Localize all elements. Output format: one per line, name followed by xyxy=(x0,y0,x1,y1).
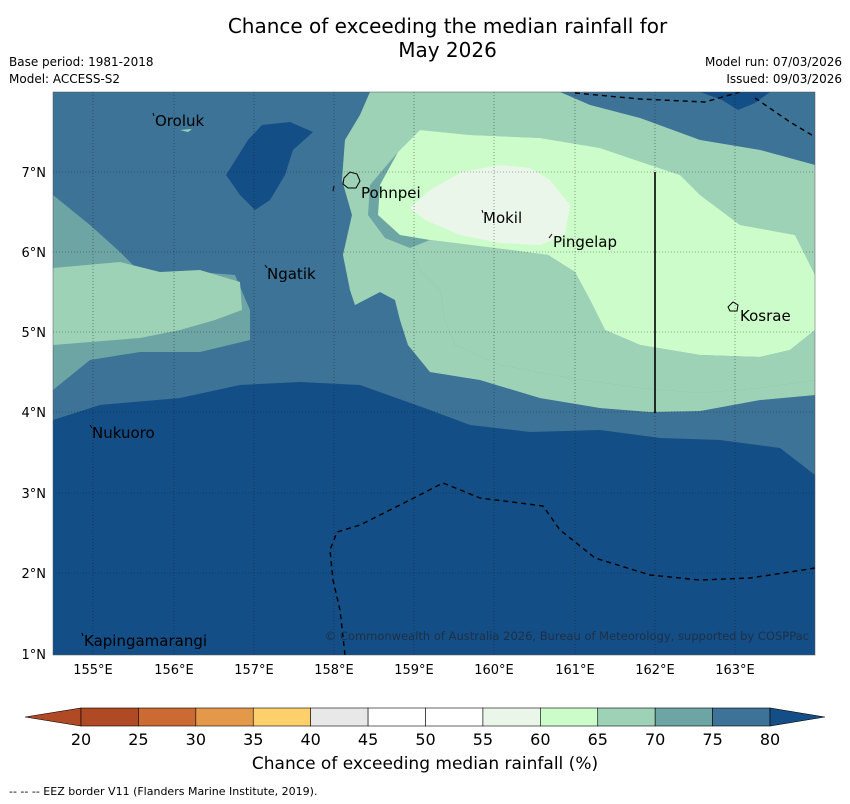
islands xyxy=(81,112,739,637)
colorbar xyxy=(24,707,826,727)
band-65-70-south-fill xyxy=(410,240,815,393)
band-55-60 xyxy=(410,165,570,245)
ngatik-mark xyxy=(264,264,268,269)
colorbar-tick-label: 70 xyxy=(645,730,665,749)
contour-fields xyxy=(53,92,815,655)
colorbar-tick-label: 35 xyxy=(243,730,263,749)
lat-tick: 7°N xyxy=(22,166,47,181)
colorbar-segment xyxy=(310,707,369,727)
colorbar-tick-label: 75 xyxy=(702,730,722,749)
lon-tick: 161°E xyxy=(555,663,595,678)
colorbar-tick-label: 80 xyxy=(760,730,780,749)
lat-tick: 2°N xyxy=(22,567,47,582)
copyright-note: © Commonwealth of Australia 2026, Bureau… xyxy=(325,629,809,643)
band-above-80 xyxy=(53,382,815,655)
lon-tick: 159°E xyxy=(394,663,434,678)
colorbar-segment xyxy=(195,707,254,727)
colorbar-segment xyxy=(654,707,713,727)
oroluk-mark xyxy=(152,112,155,117)
lat-tick: 1°N xyxy=(22,648,47,663)
lat-tick: 3°N xyxy=(22,487,47,502)
eez-border xyxy=(329,92,815,655)
place-labels: Oroluk Pohnpei Mokil Pingelap Ngatik Kos… xyxy=(84,112,791,650)
colorbar-tick-label: 65 xyxy=(588,730,608,749)
colorbar-label: Chance of exceeding median rainfall (%) xyxy=(251,754,599,774)
place-label: Nukuoro xyxy=(92,424,155,442)
nukuoro-mark xyxy=(89,424,93,429)
lat-axis: 7°N 6°N 5°N 4°N 3°N 2°N 1°N xyxy=(22,166,47,663)
place-label: Mokil xyxy=(483,209,522,227)
band-65-70 xyxy=(342,92,815,412)
band-75-80-west xyxy=(53,92,200,120)
colorbar-segment xyxy=(138,707,197,727)
lon-tick: 156°E xyxy=(154,663,194,678)
lon-axis: 155°E 156°E 157°E 158°E 159°E 160°E 161°… xyxy=(73,663,755,678)
lon-tick: 160°E xyxy=(474,663,514,678)
colorbar-segment xyxy=(80,707,139,727)
colorbar-segment xyxy=(425,707,484,727)
colorbar-segment xyxy=(252,707,311,727)
place-label: Kosrae xyxy=(740,307,791,325)
oroluk-atoll-icon xyxy=(180,129,192,132)
run-info: Model run: 07/03/2026 Issued: 09/03/2026 xyxy=(705,54,842,88)
colorbar-tick-label: 50 xyxy=(415,730,435,749)
colorbar-ticks: 20 25 30 35 40 45 50 55 60 65 70 75 80 xyxy=(71,730,780,749)
lon-tick: 157°E xyxy=(234,663,274,678)
colorbar-tick-label: 45 xyxy=(358,730,378,749)
map-title: Chance of exceeding the median rainfall … xyxy=(0,14,850,62)
base-period: Base period: 1981-2018 xyxy=(9,55,154,69)
eez-north xyxy=(574,92,741,103)
title-line-2: May 2026 xyxy=(398,38,497,62)
band-75-80-north xyxy=(560,92,815,165)
colorbar-extend-high xyxy=(769,707,826,727)
colorbar-tick-label: 30 xyxy=(186,730,206,749)
colorbar-tick-label: 60 xyxy=(530,730,550,749)
place-label: Oroluk xyxy=(155,112,204,130)
base-info: Base period: 1981-2018 Model: ACCESS-S2 xyxy=(9,54,154,88)
place-label: Pohnpei xyxy=(361,184,421,202)
kosrae-island-icon xyxy=(727,301,739,312)
colorbar-tick-label: 55 xyxy=(473,730,493,749)
place-label: Pingelap xyxy=(553,233,617,251)
eez-legend: -- -- -- EEZ border V11 (Flanders Marine… xyxy=(9,785,318,798)
title-line-1: Chance of exceeding the median rainfall … xyxy=(227,14,668,38)
colorbar-tick-label: 25 xyxy=(128,730,148,749)
place-label: Kapingamarangi xyxy=(84,632,207,650)
lon-tick: 155°E xyxy=(73,663,113,678)
model-run: Model run: 07/03/2026 xyxy=(704,55,842,69)
colorbar-segment xyxy=(540,707,599,727)
model-name: Model: ACCESS-S2 xyxy=(9,72,121,86)
lat-tick: 4°N xyxy=(22,406,47,421)
eez-south xyxy=(329,482,815,655)
colorbar-segment xyxy=(712,707,771,727)
lon-tick: 162°E xyxy=(635,663,675,678)
colorbar-segment xyxy=(597,707,656,727)
lon-tick: 163°E xyxy=(715,663,755,678)
mokil-mark xyxy=(481,209,484,214)
colorbar-tick-label: 40 xyxy=(300,730,320,749)
colorbar-tick-label: 20 xyxy=(71,730,91,749)
kapinga-mark xyxy=(81,632,84,637)
pohnpei-island-icon xyxy=(342,171,361,189)
pingelap-mark xyxy=(548,233,553,239)
colorbar-segment xyxy=(367,707,426,727)
lon-tick: 158°E xyxy=(314,663,354,678)
issued-date: Issued: 09/03/2026 xyxy=(726,72,842,86)
colorbar-segment xyxy=(482,707,541,727)
colorbar-extend-low xyxy=(24,707,82,727)
band-65-70-west xyxy=(53,262,242,345)
map-frame xyxy=(52,91,816,656)
band-above-80-north xyxy=(226,122,313,210)
atoll-mark xyxy=(332,185,335,192)
place-label: Ngatik xyxy=(267,265,316,283)
lat-tick: 5°N xyxy=(22,326,47,341)
lat-tick: 6°N xyxy=(22,246,47,261)
